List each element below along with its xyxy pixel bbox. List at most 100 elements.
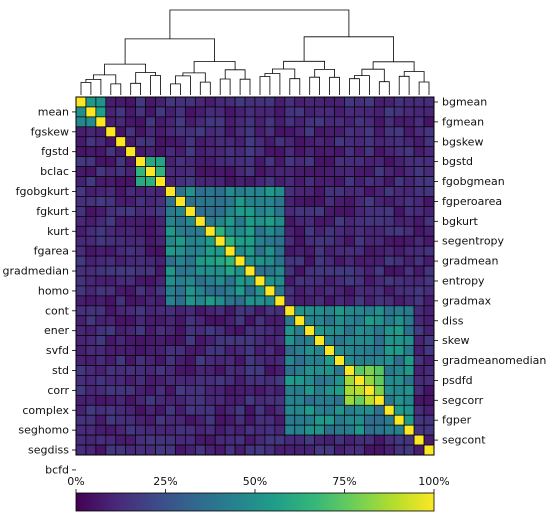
heatmap-cell	[393, 275, 405, 287]
heatmap-cell	[125, 206, 137, 217]
heatmap-cell	[214, 206, 226, 217]
heatmap-cell	[334, 444, 345, 456]
heatmap-cell	[185, 315, 196, 327]
heatmap-cell	[304, 365, 316, 376]
heatmap-cell	[214, 176, 226, 187]
heatmap-cell	[244, 414, 256, 426]
heatmap-cell	[175, 255, 186, 267]
heatmap-cell	[135, 394, 146, 406]
heatmap-cell	[314, 355, 325, 366]
heatmap-cell	[175, 365, 186, 376]
heatmap-cell	[75, 325, 87, 337]
heatmap-cell	[324, 335, 335, 346]
heatmap-cell	[194, 215, 206, 227]
heatmap-cell	[373, 235, 385, 247]
heatmap-cell	[105, 255, 117, 267]
heatmap-cell	[95, 345, 107, 356]
heatmap-cell	[423, 225, 435, 237]
heatmap-cell	[145, 245, 156, 257]
heatmap-cell	[334, 315, 345, 327]
heatmap-cell	[125, 325, 137, 337]
heatmap-cell	[373, 444, 385, 456]
heatmap-cell	[314, 166, 325, 177]
heatmap-cell	[373, 126, 385, 138]
heatmap-cell	[403, 444, 415, 456]
heatmap-cell	[314, 424, 325, 436]
heatmap-cell	[145, 444, 156, 456]
heatmap-cell	[194, 245, 206, 257]
heatmap-cell	[423, 305, 435, 317]
heatmap-cell	[383, 196, 395, 207]
heatmap-cell	[324, 385, 335, 396]
heatmap-cell	[284, 365, 296, 376]
heatmap-cell	[294, 325, 306, 337]
heatmap-cell	[214, 265, 226, 277]
heatmap-cell	[234, 444, 246, 456]
heatmap-cell	[234, 394, 246, 406]
heatmap-cell	[393, 375, 405, 386]
heatmap-cell	[254, 385, 266, 396]
dendrogram-link	[398, 75, 410, 95]
heatmap-cell	[383, 345, 395, 356]
dendrogram-link	[372, 61, 415, 72]
heatmap-cell	[413, 106, 425, 118]
heatmap-cell	[383, 375, 395, 386]
heatmap-cell	[314, 365, 325, 376]
heatmap-cell	[354, 225, 365, 237]
heatmap-cell	[194, 255, 206, 267]
heatmap-cell	[224, 245, 236, 257]
heatmap-cell	[244, 375, 256, 386]
heatmap-cell	[75, 265, 87, 277]
heatmap-cell	[354, 404, 365, 416]
heatmap-cell	[364, 156, 375, 167]
heatmap-cell	[75, 255, 87, 267]
heatmap-cell	[254, 255, 266, 267]
heatmap-cell	[135, 295, 146, 307]
heatmap-cell	[264, 335, 276, 346]
heatmap-cell	[274, 136, 286, 148]
heatmap-cell	[334, 96, 345, 108]
heatmap-cell	[403, 196, 415, 207]
heatmap-cell	[115, 375, 127, 386]
heatmap-cell	[304, 315, 316, 327]
heatmap-cell	[145, 225, 156, 237]
heatmap-cell	[234, 215, 246, 227]
heatmap-cell	[75, 375, 87, 386]
heatmap-cell	[413, 385, 425, 396]
heatmap-cell	[85, 305, 97, 317]
heatmap-cell	[393, 186, 405, 197]
heatmap-cell	[413, 295, 425, 307]
heatmap-cell	[274, 215, 286, 227]
heatmap-cell	[234, 424, 246, 436]
heatmap-cell	[85, 96, 97, 108]
heatmap-cell	[413, 96, 425, 108]
heatmap-cell	[204, 355, 216, 366]
heatmap-cell	[383, 245, 395, 257]
row-label: svfd	[46, 344, 69, 357]
heatmap-cell	[344, 325, 355, 337]
heatmap-cell	[224, 156, 236, 167]
heatmap-cell	[115, 136, 127, 148]
heatmap-cell	[393, 385, 405, 396]
heatmap-cell	[135, 325, 146, 337]
heatmap-cell	[334, 385, 345, 396]
heatmap-cell	[403, 275, 415, 287]
heatmap-cell	[155, 225, 166, 237]
heatmap-cell	[85, 235, 97, 247]
heatmap-cell	[115, 394, 127, 406]
heatmap-cell	[413, 305, 425, 317]
heatmap-cell	[314, 315, 325, 327]
heatmap-cell	[344, 255, 355, 267]
column-label: diss	[442, 314, 464, 327]
heatmap-cell	[145, 424, 156, 436]
heatmap-cell	[413, 424, 425, 436]
heatmap-cell	[364, 166, 375, 177]
heatmap-cell	[423, 444, 435, 456]
column-label: fgper	[442, 414, 472, 427]
heatmap-cell	[393, 136, 405, 148]
heatmap-cell	[294, 235, 306, 247]
heatmap-cell	[423, 106, 435, 118]
heatmap-cell	[135, 265, 146, 277]
heatmap-cell	[403, 136, 415, 148]
